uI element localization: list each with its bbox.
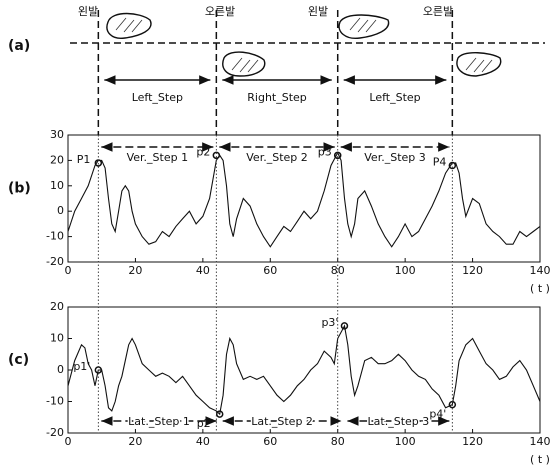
x-unit: ( t )	[530, 282, 550, 295]
y-tick-label: 0	[57, 363, 64, 376]
x-tick-label: 60	[263, 435, 277, 448]
key-point	[340, 322, 349, 330]
panel-label: (b)	[8, 181, 31, 197]
x-unit: ( t )	[530, 453, 550, 466]
step-label: Right_Step	[247, 91, 307, 104]
x-tick-label: 20	[128, 435, 142, 448]
x-tick-label: 80	[331, 264, 345, 277]
y-tick-label: -10	[46, 230, 64, 243]
panel-label: (a)	[8, 38, 30, 54]
step-label: Left_Step	[132, 91, 183, 104]
key-point	[212, 151, 221, 160]
key-point-label: p3'	[321, 316, 338, 329]
x-tick-label: 100	[395, 435, 416, 448]
x-tick-label: 80	[331, 435, 345, 448]
foot-label: 오른발	[423, 5, 453, 18]
panel-label: (c)	[8, 352, 29, 368]
key-point-label: p1'	[73, 360, 90, 373]
x-tick-label: 120	[462, 435, 483, 448]
x-tick-label: 140	[530, 435, 551, 448]
x-tick-label: 0	[65, 264, 72, 277]
x-tick-label: 0	[65, 435, 72, 448]
span-label: Ver._Step 1	[127, 151, 189, 164]
x-tick-label: 20	[128, 264, 142, 277]
y-tick-label: 0	[57, 204, 64, 217]
span-label: Ver._Step 2	[246, 151, 308, 164]
x-tick-label: 60	[263, 264, 277, 277]
x-tick-label: 100	[395, 264, 416, 277]
key-point-label: P4	[433, 155, 447, 168]
y-tick-label: 30	[50, 128, 64, 141]
y-tick-label: -10	[46, 395, 64, 408]
key-point-label: p2	[196, 145, 210, 158]
key-point	[215, 410, 224, 418]
x-tick-label: 40	[196, 435, 210, 448]
y-tick-label: -20	[46, 426, 64, 439]
foot-label: 왼발	[308, 4, 328, 18]
y-tick-label: 10	[50, 179, 64, 192]
foot-label: 왼발	[78, 4, 98, 18]
key-point-label: p4'	[429, 408, 446, 421]
foot-label: 오른발	[205, 5, 235, 18]
y-tick-label: 10	[50, 332, 64, 345]
step-label: Left_Step	[369, 91, 420, 104]
x-tick-label: 140	[530, 264, 551, 277]
panel-a: (a)	[8, 12, 545, 77]
y-tick-label: 20	[50, 153, 64, 166]
x-tick-label: 120	[462, 264, 483, 277]
key-point	[448, 161, 457, 170]
span-label: Lat._Step 3	[368, 415, 430, 428]
data-line	[67, 151, 541, 248]
span-label: Lat._Step 2	[251, 415, 313, 428]
span-label: Ver._Step 3	[364, 151, 426, 164]
x-tick-label: 40	[196, 264, 210, 277]
key-point-label: p2'	[197, 417, 214, 430]
key-point	[333, 151, 342, 160]
key-point-label: P1	[77, 153, 91, 166]
plot-frame	[67, 134, 541, 263]
y-tick-label: -20	[46, 255, 64, 268]
data-line	[67, 324, 541, 416]
y-tick-label: 20	[50, 300, 64, 313]
key-point-label: p3	[318, 145, 332, 158]
span-label: Lat._Step 1	[128, 415, 190, 428]
feet	[106, 12, 502, 77]
